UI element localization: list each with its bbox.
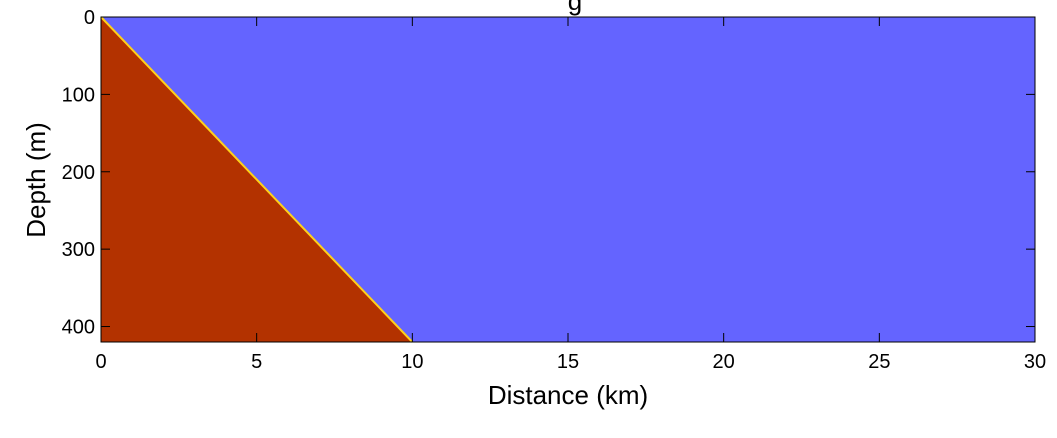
x-tick-label: 20 [713,351,735,373]
x-tick-label: 15 [557,351,579,373]
x-axis: 0 5 10 15 20 25 30 [95,17,1046,373]
x-axis-label: Distance (km) [488,380,648,410]
y-tick-label: 100 [62,84,95,106]
title-layer: g [568,0,582,16]
y-tick-label: 300 [62,239,95,261]
y-tick-label: 200 [62,162,95,184]
chart-title: g [568,0,582,16]
x-tick-label: 5 [251,351,262,373]
y-tick-label: 0 [84,7,95,29]
y-axis: 0 100 200 300 400 [62,7,1035,339]
x-tick-label: 0 [95,351,106,373]
chart-marks [100,16,414,343]
y-axis-label: Depth (m) [21,122,51,238]
x-tick-label: 10 [401,351,423,373]
x-tick-label: 25 [868,351,890,373]
seafloor-boundary-line [100,16,414,343]
x-tick-label: 30 [1024,351,1046,373]
plot-area [101,17,1035,342]
y-tick-label: 400 [62,317,95,339]
